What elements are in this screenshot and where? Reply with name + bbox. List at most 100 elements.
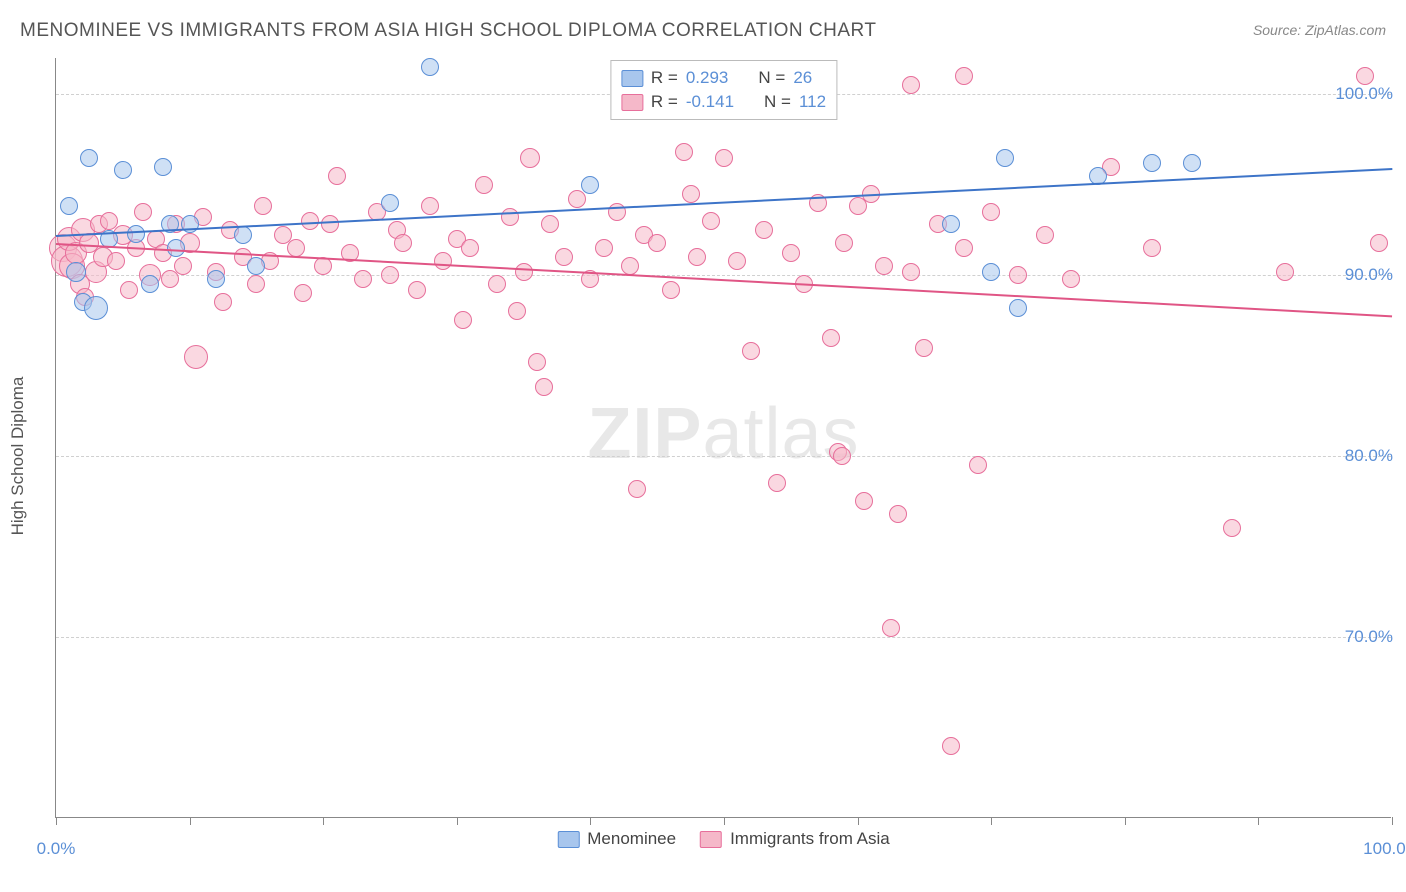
data-point (675, 143, 693, 161)
data-point (381, 266, 399, 284)
data-point (134, 203, 152, 221)
data-point (321, 215, 339, 233)
data-point (84, 296, 108, 320)
data-point (254, 197, 272, 215)
data-point (381, 194, 399, 212)
x-tick-mark (56, 817, 57, 825)
data-point (662, 281, 680, 299)
data-point (247, 257, 265, 275)
legend-r-label: R = (651, 92, 678, 112)
data-point (528, 353, 546, 371)
data-point (875, 257, 893, 275)
data-point (488, 275, 506, 293)
data-point (461, 239, 479, 257)
watermark: ZIPatlas (587, 392, 859, 474)
legend-r-label: R = (651, 68, 678, 88)
correlation-legend: R = 0.293N = 26R = -0.141N = 112 (610, 60, 837, 120)
data-point (508, 302, 526, 320)
y-tick-label: 80.0% (1345, 446, 1393, 466)
data-point (882, 619, 900, 637)
data-point (1223, 519, 1241, 537)
data-point (1062, 270, 1080, 288)
data-point (1009, 299, 1027, 317)
data-point (515, 263, 533, 281)
chart-container: MENOMINEE VS IMMIGRANTS FROM ASIA HIGH S… (0, 0, 1406, 892)
data-point (154, 158, 172, 176)
x-tick-mark (1258, 817, 1259, 825)
legend-row: R = 0.293N = 26 (621, 66, 826, 90)
data-point (114, 161, 132, 179)
data-point (608, 203, 626, 221)
data-point (287, 239, 305, 257)
data-point (702, 212, 720, 230)
data-point (1183, 154, 1201, 172)
data-point (648, 234, 666, 252)
x-tick-mark (457, 817, 458, 825)
data-point (782, 244, 800, 262)
data-point (969, 456, 987, 474)
data-point (247, 275, 265, 293)
data-point (595, 239, 613, 257)
legend-swatch (700, 831, 722, 848)
data-point (421, 197, 439, 215)
data-point (902, 263, 920, 281)
data-point (520, 148, 540, 168)
data-point (1143, 239, 1161, 257)
data-point (889, 505, 907, 523)
legend-row: R = -0.141N = 112 (621, 90, 826, 114)
y-axis-label: High School Diploma (8, 377, 28, 536)
data-point (715, 149, 733, 167)
data-point (394, 234, 412, 252)
data-point (835, 234, 853, 252)
data-point (184, 345, 208, 369)
data-point (855, 492, 873, 510)
data-point (915, 339, 933, 357)
data-point (688, 248, 706, 266)
data-point (996, 149, 1014, 167)
x-tick-mark (1125, 817, 1126, 825)
legend-n-label: N = (764, 92, 791, 112)
x-tick-mark (323, 817, 324, 825)
data-point (768, 474, 786, 492)
data-point (982, 263, 1000, 281)
series-legend: Menominee Immigrants from Asia (557, 829, 889, 849)
legend-label: Immigrants from Asia (730, 829, 890, 849)
data-point (682, 185, 700, 203)
legend-r-value: -0.141 (686, 92, 734, 112)
y-tick-label: 70.0% (1345, 627, 1393, 647)
gridline (56, 456, 1391, 457)
data-point (555, 248, 573, 266)
data-point (214, 293, 232, 311)
data-point (107, 252, 125, 270)
x-tick-mark (1392, 817, 1393, 825)
legend-item: Immigrants from Asia (700, 829, 890, 849)
data-point (141, 275, 159, 293)
data-point (833, 447, 851, 465)
data-point (742, 342, 760, 360)
legend-r-value: 0.293 (686, 68, 729, 88)
data-point (328, 167, 346, 185)
watermark-bold: ZIP (587, 393, 702, 473)
data-point (475, 176, 493, 194)
x-tick-label: 100.0% (1363, 839, 1406, 859)
gridline (56, 637, 1391, 638)
data-point (127, 225, 145, 243)
legend-swatch (621, 94, 643, 111)
data-point (581, 176, 599, 194)
data-point (942, 215, 960, 233)
data-point (982, 203, 1000, 221)
data-point (434, 252, 452, 270)
data-point (1009, 266, 1027, 284)
x-tick-mark (190, 817, 191, 825)
legend-label: Menominee (587, 829, 676, 849)
data-point (568, 190, 586, 208)
data-point (728, 252, 746, 270)
data-point (1036, 226, 1054, 244)
data-point (408, 281, 426, 299)
data-point (60, 197, 78, 215)
data-point (541, 215, 559, 233)
x-tick-mark (858, 817, 859, 825)
data-point (621, 257, 639, 275)
data-point (181, 215, 199, 233)
data-point (628, 480, 646, 498)
